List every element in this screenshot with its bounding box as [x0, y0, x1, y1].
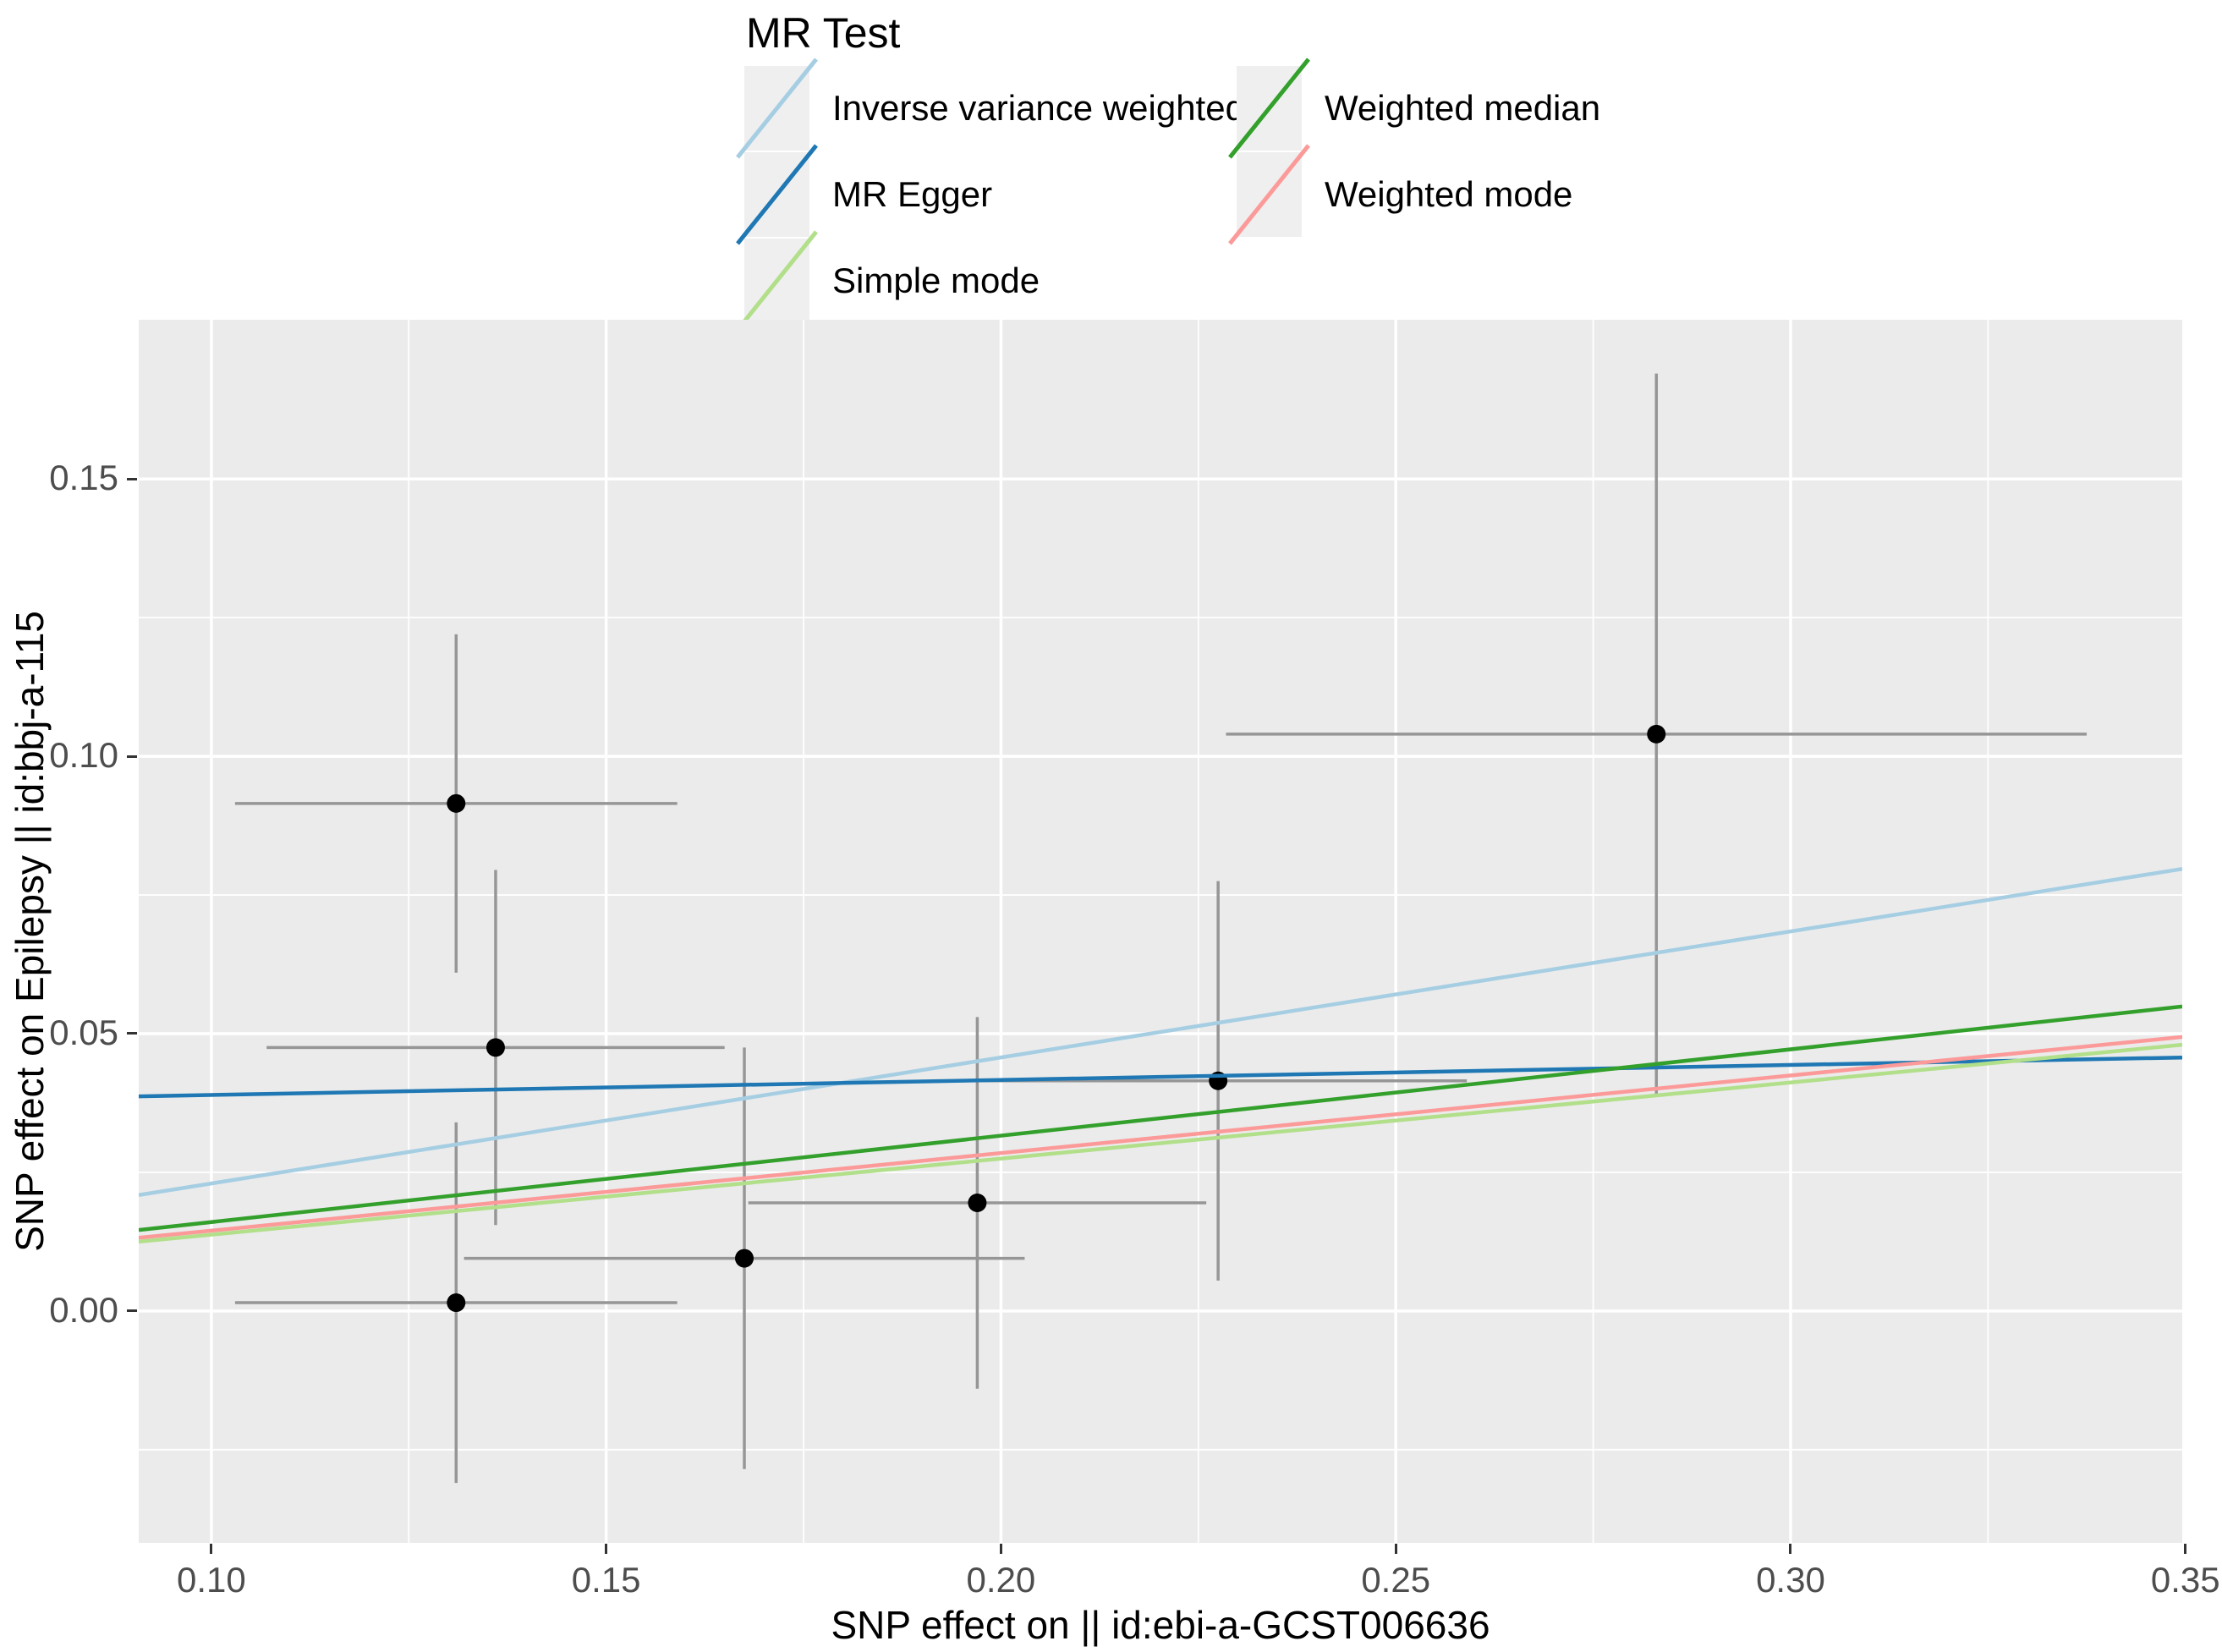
legend-label-simple-mode: Simple mode: [832, 261, 1040, 300]
x-axis-tick-mark: [210, 1544, 213, 1554]
y-axis-tick-label: 0.15: [49, 458, 118, 498]
legend-label-weighted-median: Weighted median: [1325, 88, 1601, 128]
regression-line-mr-egger: [139, 1055, 2182, 1099]
x-axis-tick-mark: [605, 1544, 608, 1554]
snp-data-point: [968, 1194, 987, 1213]
y-axis-tick-mark: [127, 1032, 137, 1035]
y-axis-tick-mark: [127, 755, 137, 758]
legend-key-weighted-median-line-swatch: [1228, 58, 1310, 159]
y-axis-tick-mark: [127, 1309, 137, 1313]
y-axis-tick-label: 0.10: [49, 735, 118, 776]
legend-label-weighted-mode: Weighted mode: [1325, 174, 1573, 214]
x-axis-tick-mark: [999, 1544, 1002, 1554]
x-axis-tick-label: 0.15: [571, 1560, 641, 1600]
snp-data-point: [735, 1249, 754, 1268]
regression-line-inverse-variance-weighted: [139, 867, 2182, 1198]
plot-canvas: [139, 320, 2182, 1543]
x-axis-tick-label: 0.30: [1756, 1560, 1825, 1600]
x-axis-tick-label: 0.25: [1361, 1560, 1431, 1600]
snp-data-point: [447, 793, 466, 813]
y-axis-tick-label: 0.05: [49, 1012, 118, 1052]
snp-data-point: [1647, 724, 1666, 744]
legend-title: MR Test: [746, 9, 901, 57]
x-axis-tick-label: 0.35: [2150, 1560, 2220, 1600]
legend-key-simple-mode-line-swatch: [736, 230, 818, 332]
x-axis-tick-mark: [1789, 1544, 1792, 1554]
regression-line-simple-mode: [139, 1042, 2182, 1244]
legend-key-ivw-line-swatch: [736, 58, 818, 159]
y-axis-title: SNP effect on Epilepsy || id:bbj-a-115: [8, 611, 52, 1252]
x-axis-tick-label: 0.10: [177, 1560, 246, 1600]
regression-line-weighted-median: [139, 1004, 2182, 1232]
regression-line-weighted-mode: [139, 1035, 2182, 1240]
x-axis-tick-label: 0.20: [966, 1560, 1036, 1600]
plot-panel: [139, 320, 2182, 1543]
x-axis-title: SNP effect on || id:ebi-a-GCST006636: [831, 1603, 1490, 1647]
y-axis-tick-label: 0.00: [49, 1289, 118, 1330]
legend-key-weighted-mode-line-swatch: [1228, 144, 1310, 245]
y-axis-tick-mark: [127, 477, 137, 480]
x-axis-tick-mark: [1394, 1544, 1397, 1554]
legend-label-mr-egger: MR Egger: [832, 174, 993, 214]
legend-label-ivw: Inverse variance weighted: [832, 88, 1245, 128]
snp-data-point: [447, 1293, 466, 1313]
snp-data-point: [486, 1038, 505, 1057]
legend-key-mr-egger-line-swatch: [736, 144, 818, 245]
x-axis-tick-mark: [2184, 1544, 2187, 1554]
